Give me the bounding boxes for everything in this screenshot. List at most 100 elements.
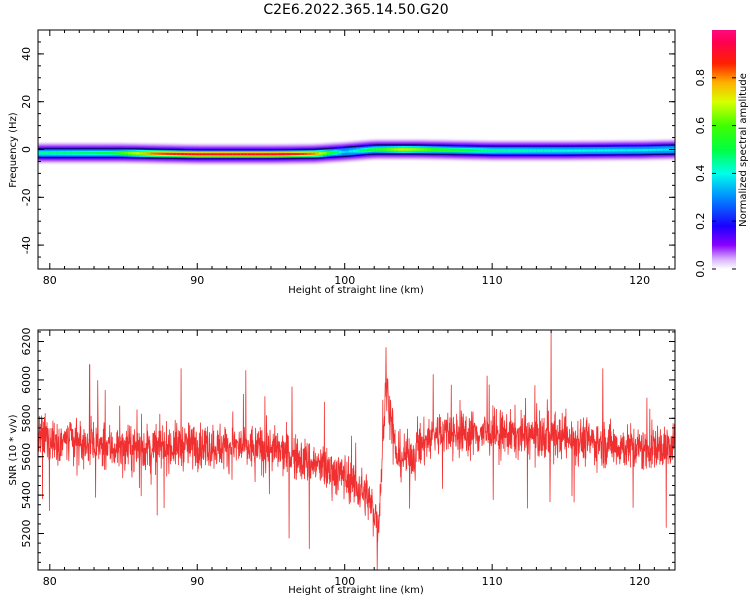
band-cell <box>67 152 73 155</box>
band-cell <box>195 153 200 156</box>
band-cell <box>498 149 504 152</box>
band-cell <box>555 149 560 152</box>
band-core <box>38 146 675 158</box>
spectrogram-ticks: 80 90 100 110 120 -40 -20 0 20 40 <box>20 29 675 287</box>
y-tick-label: -40 <box>20 236 33 254</box>
band-cell <box>517 149 522 152</box>
band-cell <box>142 152 148 155</box>
band-cell <box>311 152 316 155</box>
band-cell <box>71 152 76 155</box>
spectrogram-y-label: Frequency (Hz) <box>8 112 19 188</box>
snr-plot-area <box>38 331 675 570</box>
band-cell <box>435 148 440 151</box>
band-cell <box>232 153 237 156</box>
band-cell <box>90 152 95 155</box>
band-cell <box>375 148 380 151</box>
band-cell <box>442 148 447 151</box>
band-cell <box>600 149 605 152</box>
band-cell <box>281 153 286 156</box>
y-tick-label: 5600 <box>20 443 33 471</box>
band-cell <box>461 149 466 152</box>
band-cell <box>648 148 653 152</box>
band-cell <box>611 149 616 152</box>
band-cell <box>378 148 384 151</box>
band-cell <box>277 153 282 156</box>
x-tick-label: 80 <box>43 274 57 287</box>
band-cell <box>562 149 567 152</box>
y-tick-label: -20 <box>20 188 33 206</box>
spectrogram-x-label: Height of straight line (km) <box>288 285 424 296</box>
band-cell <box>622 149 627 152</box>
band-cell <box>412 148 417 151</box>
band-cell <box>157 152 163 155</box>
spectrogram-panel: 80 90 100 110 120 -40 -20 0 20 40 Height of strai… <box>8 29 676 296</box>
band-cell <box>292 152 297 156</box>
y-tick-label: 20 <box>20 95 33 109</box>
band-cell <box>169 152 174 155</box>
band-cell <box>603 149 608 152</box>
band-cell <box>472 149 477 152</box>
band-cell <box>262 153 267 156</box>
band-cell <box>663 148 668 151</box>
band-cell <box>660 148 665 151</box>
band-cell <box>251 153 256 156</box>
band-cell <box>476 149 481 152</box>
band-cell <box>217 153 223 156</box>
band-cell <box>393 148 399 151</box>
band-cell <box>124 152 129 155</box>
spectrogram-plot-area <box>38 139 675 165</box>
band-cell <box>510 149 515 152</box>
band-cell <box>360 149 365 152</box>
band-cell <box>307 152 312 155</box>
band-cell <box>382 148 387 151</box>
band-cell <box>322 152 327 155</box>
band-cell <box>540 149 545 152</box>
band-cell <box>202 153 208 156</box>
band-cell <box>495 149 500 152</box>
band-cell <box>266 153 271 156</box>
band-cell <box>187 153 193 156</box>
y-tick-label: 0 <box>20 146 33 153</box>
band-cell <box>371 148 376 151</box>
band-cell <box>573 149 578 152</box>
band-cell <box>225 153 230 156</box>
band-cell <box>551 149 556 152</box>
band-cell <box>345 150 350 153</box>
band-cell <box>240 153 245 156</box>
band-cell <box>416 148 421 151</box>
band-cell <box>146 152 151 155</box>
colorbar-tick-label: 0.0 <box>694 260 707 278</box>
band-cell <box>131 152 136 155</box>
band-cell <box>79 152 84 155</box>
band-cell <box>334 151 339 154</box>
colorbar-tick-label: 0.8 <box>694 69 707 87</box>
snr-y-label: SNR (10 * v/v) <box>8 414 19 485</box>
band-cell <box>45 152 50 155</box>
band-cell <box>337 151 342 154</box>
band-cell <box>558 149 563 152</box>
band-cell <box>633 149 638 152</box>
band-contour <box>38 144 675 160</box>
y-tick-label: 6200 <box>20 328 33 356</box>
y-tick-label: 5200 <box>20 520 33 548</box>
band-cell <box>645 148 650 152</box>
band-cell <box>420 148 425 151</box>
band-cell <box>390 148 395 151</box>
band-cell <box>502 149 507 152</box>
band-cell <box>52 152 58 155</box>
band-cell <box>38 152 43 155</box>
band-cell <box>465 149 470 152</box>
band-cell <box>630 149 635 152</box>
band-cell <box>607 149 612 152</box>
band-cell <box>49 152 54 155</box>
band-cell <box>64 152 69 155</box>
y-tick-label: 40 <box>20 47 33 61</box>
band-cell <box>330 151 335 154</box>
band-cell <box>349 150 354 153</box>
figure-title: C2E6.2022.365.14.50.G20 <box>263 2 448 18</box>
colorbar-label: Normalized spectral amplitude <box>738 73 749 227</box>
band-cell <box>367 148 372 151</box>
band-cell <box>352 150 357 153</box>
band-cell <box>618 149 623 152</box>
band-cell <box>326 151 331 155</box>
